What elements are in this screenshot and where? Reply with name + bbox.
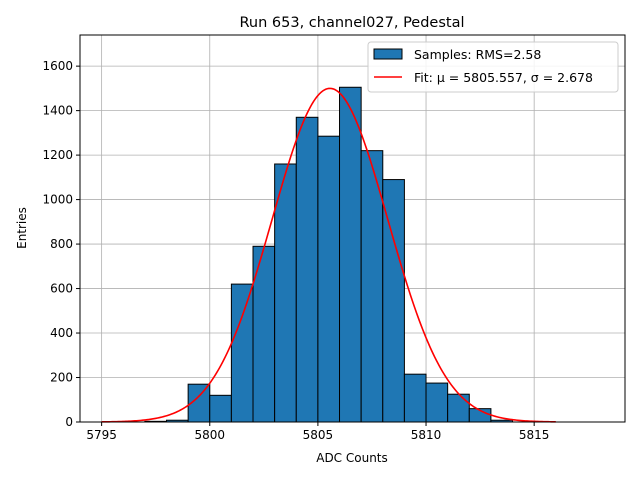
y-tick-label: 200 <box>50 371 73 385</box>
y-axis-ticks: 0 200 400 600 800 1000 1200 1400 1600 <box>42 59 80 429</box>
histogram-bar <box>339 86 362 423</box>
x-tick-label: 5815 <box>519 428 550 442</box>
x-tick-label: 5800 <box>194 428 225 442</box>
chart-title: Run 653, channel027, Pedestal <box>239 15 464 31</box>
y-axis-label: Entries <box>15 207 29 249</box>
histogram-bar <box>425 382 449 423</box>
fit-curve <box>101 87 556 423</box>
plot-frame <box>79 34 626 423</box>
x-tick-label: 5795 <box>86 428 117 442</box>
legend-label-samples: Samples: RMS=2.58 <box>414 47 541 62</box>
x-axis-ticks: 5795 5800 5805 5810 5815 <box>86 422 549 442</box>
histogram-bar <box>317 135 341 423</box>
histogram-bars <box>144 86 514 423</box>
y-tick-label: 1000 <box>42 193 73 207</box>
y-tick-label: 1600 <box>42 59 73 73</box>
y-tick-label: 400 <box>50 326 73 340</box>
legend-box <box>367 41 619 93</box>
histogram-bar <box>209 394 232 423</box>
histogram-bar <box>403 373 427 423</box>
histogram-bar <box>230 283 254 423</box>
x-tick-label: 5805 <box>303 428 334 442</box>
x-axis-label: ADC Counts <box>316 451 388 465</box>
histogram-bar <box>295 116 319 423</box>
histogram-bar <box>447 393 470 423</box>
y-tick-label: 600 <box>50 282 73 296</box>
histogram-bar <box>274 163 297 423</box>
y-tick-label: 1200 <box>42 148 73 162</box>
x-tick-label: 5810 <box>411 428 442 442</box>
y-tick-label: 0 <box>65 415 73 429</box>
legend: Samples: RMS=2.58 Fit: μ = 5805.557, σ =… <box>367 41 619 93</box>
y-tick-label: 800 <box>50 237 73 251</box>
legend-swatch-samples <box>373 48 403 60</box>
legend-label-fit: Fit: μ = 5805.557, σ = 2.678 <box>414 70 593 85</box>
y-tick-label: 1400 <box>42 104 73 118</box>
